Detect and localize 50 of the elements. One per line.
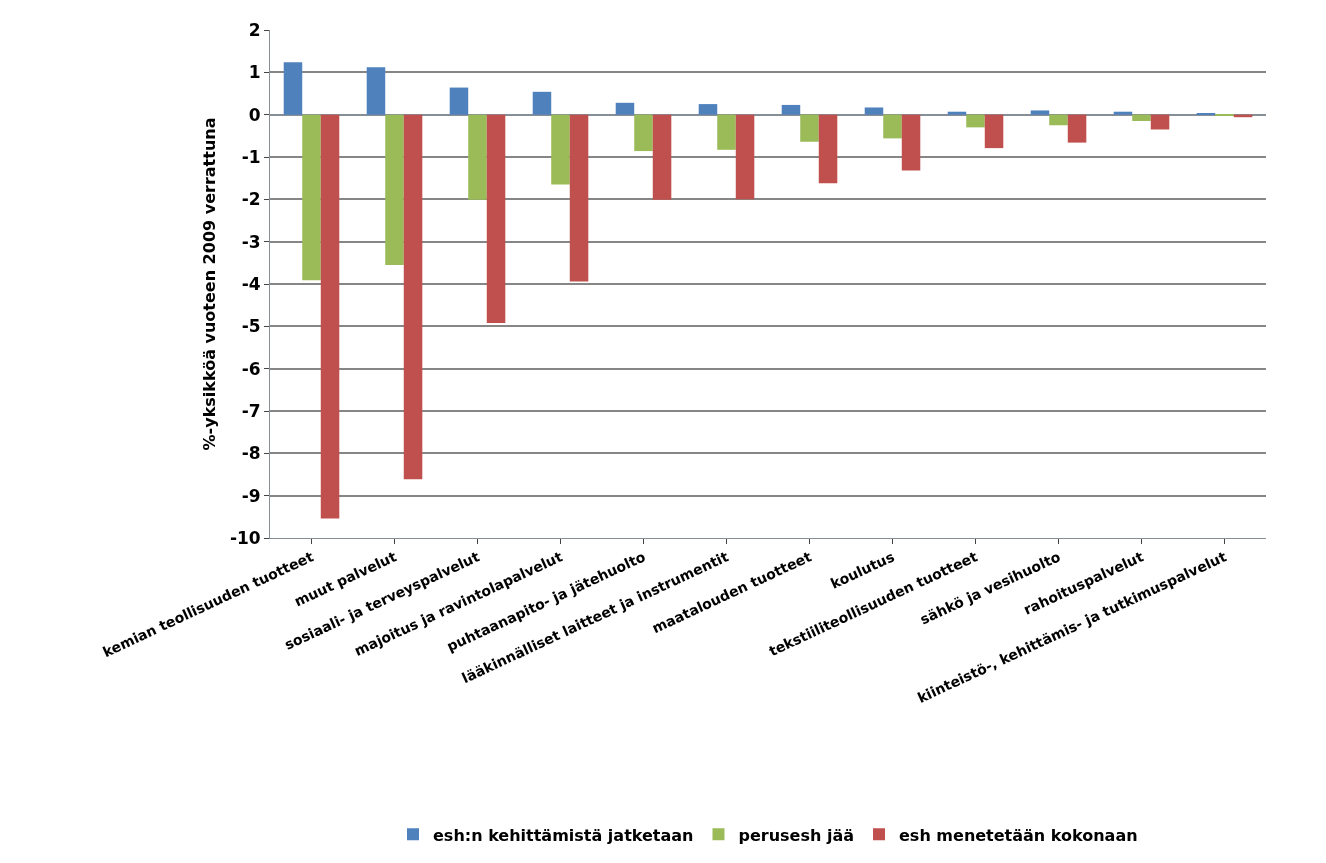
- bar: [652, 114, 672, 200]
- y-tick-label: -10: [229, 527, 261, 548]
- y-axis-title: %-yksikköä vuoteen 2009 verrattuna: [199, 117, 219, 451]
- legend-label: perusesh jää: [738, 825, 855, 845]
- bar: [717, 114, 736, 150]
- y-tick-label: -3: [241, 231, 261, 252]
- bar: [551, 114, 570, 185]
- bar: [1150, 114, 1170, 130]
- bar: [532, 91, 552, 115]
- bar: [984, 114, 1004, 149]
- bar: [486, 114, 506, 323]
- bar: [947, 111, 967, 115]
- bar: [468, 114, 487, 200]
- y-tick-label: -1: [241, 146, 261, 167]
- bar: [449, 87, 469, 115]
- bar: [818, 114, 838, 184]
- y-tick-label: -6: [241, 358, 261, 379]
- bar: [1132, 114, 1151, 122]
- y-tick-label: -5: [241, 316, 261, 337]
- bar: [698, 104, 718, 115]
- y-tick-label: -2: [241, 189, 261, 210]
- bar: [1067, 114, 1087, 143]
- bar: [800, 114, 819, 142]
- bar: [735, 114, 755, 200]
- bar: [1113, 111, 1133, 115]
- bar: [615, 102, 635, 115]
- bar: [634, 114, 653, 152]
- bar: [366, 67, 386, 115]
- bar: [403, 114, 423, 480]
- legend-label: esh:n kehittämistä jatketaan: [433, 825, 694, 845]
- bar: [320, 114, 340, 519]
- y-tick-label: -9: [241, 485, 261, 506]
- bar: [1049, 114, 1068, 126]
- bar: [569, 114, 589, 282]
- y-tick-label: 0: [248, 104, 261, 125]
- bar: [901, 114, 921, 171]
- bar: [385, 114, 404, 265]
- legend-label: esh menetetään kokonaan: [899, 825, 1138, 845]
- y-tick-label: 1: [248, 62, 261, 83]
- y-tick-label: 2: [248, 19, 261, 40]
- bar: [1030, 110, 1050, 115]
- bar: [781, 104, 801, 115]
- y-tick-label: -7: [241, 400, 261, 421]
- bar: [283, 62, 303, 115]
- y-tick-label: -8: [241, 443, 261, 464]
- bar: [864, 107, 884, 115]
- y-tick-label: -4: [241, 273, 261, 294]
- bar: [966, 114, 985, 128]
- bar: [883, 114, 902, 139]
- bar: [302, 114, 321, 281]
